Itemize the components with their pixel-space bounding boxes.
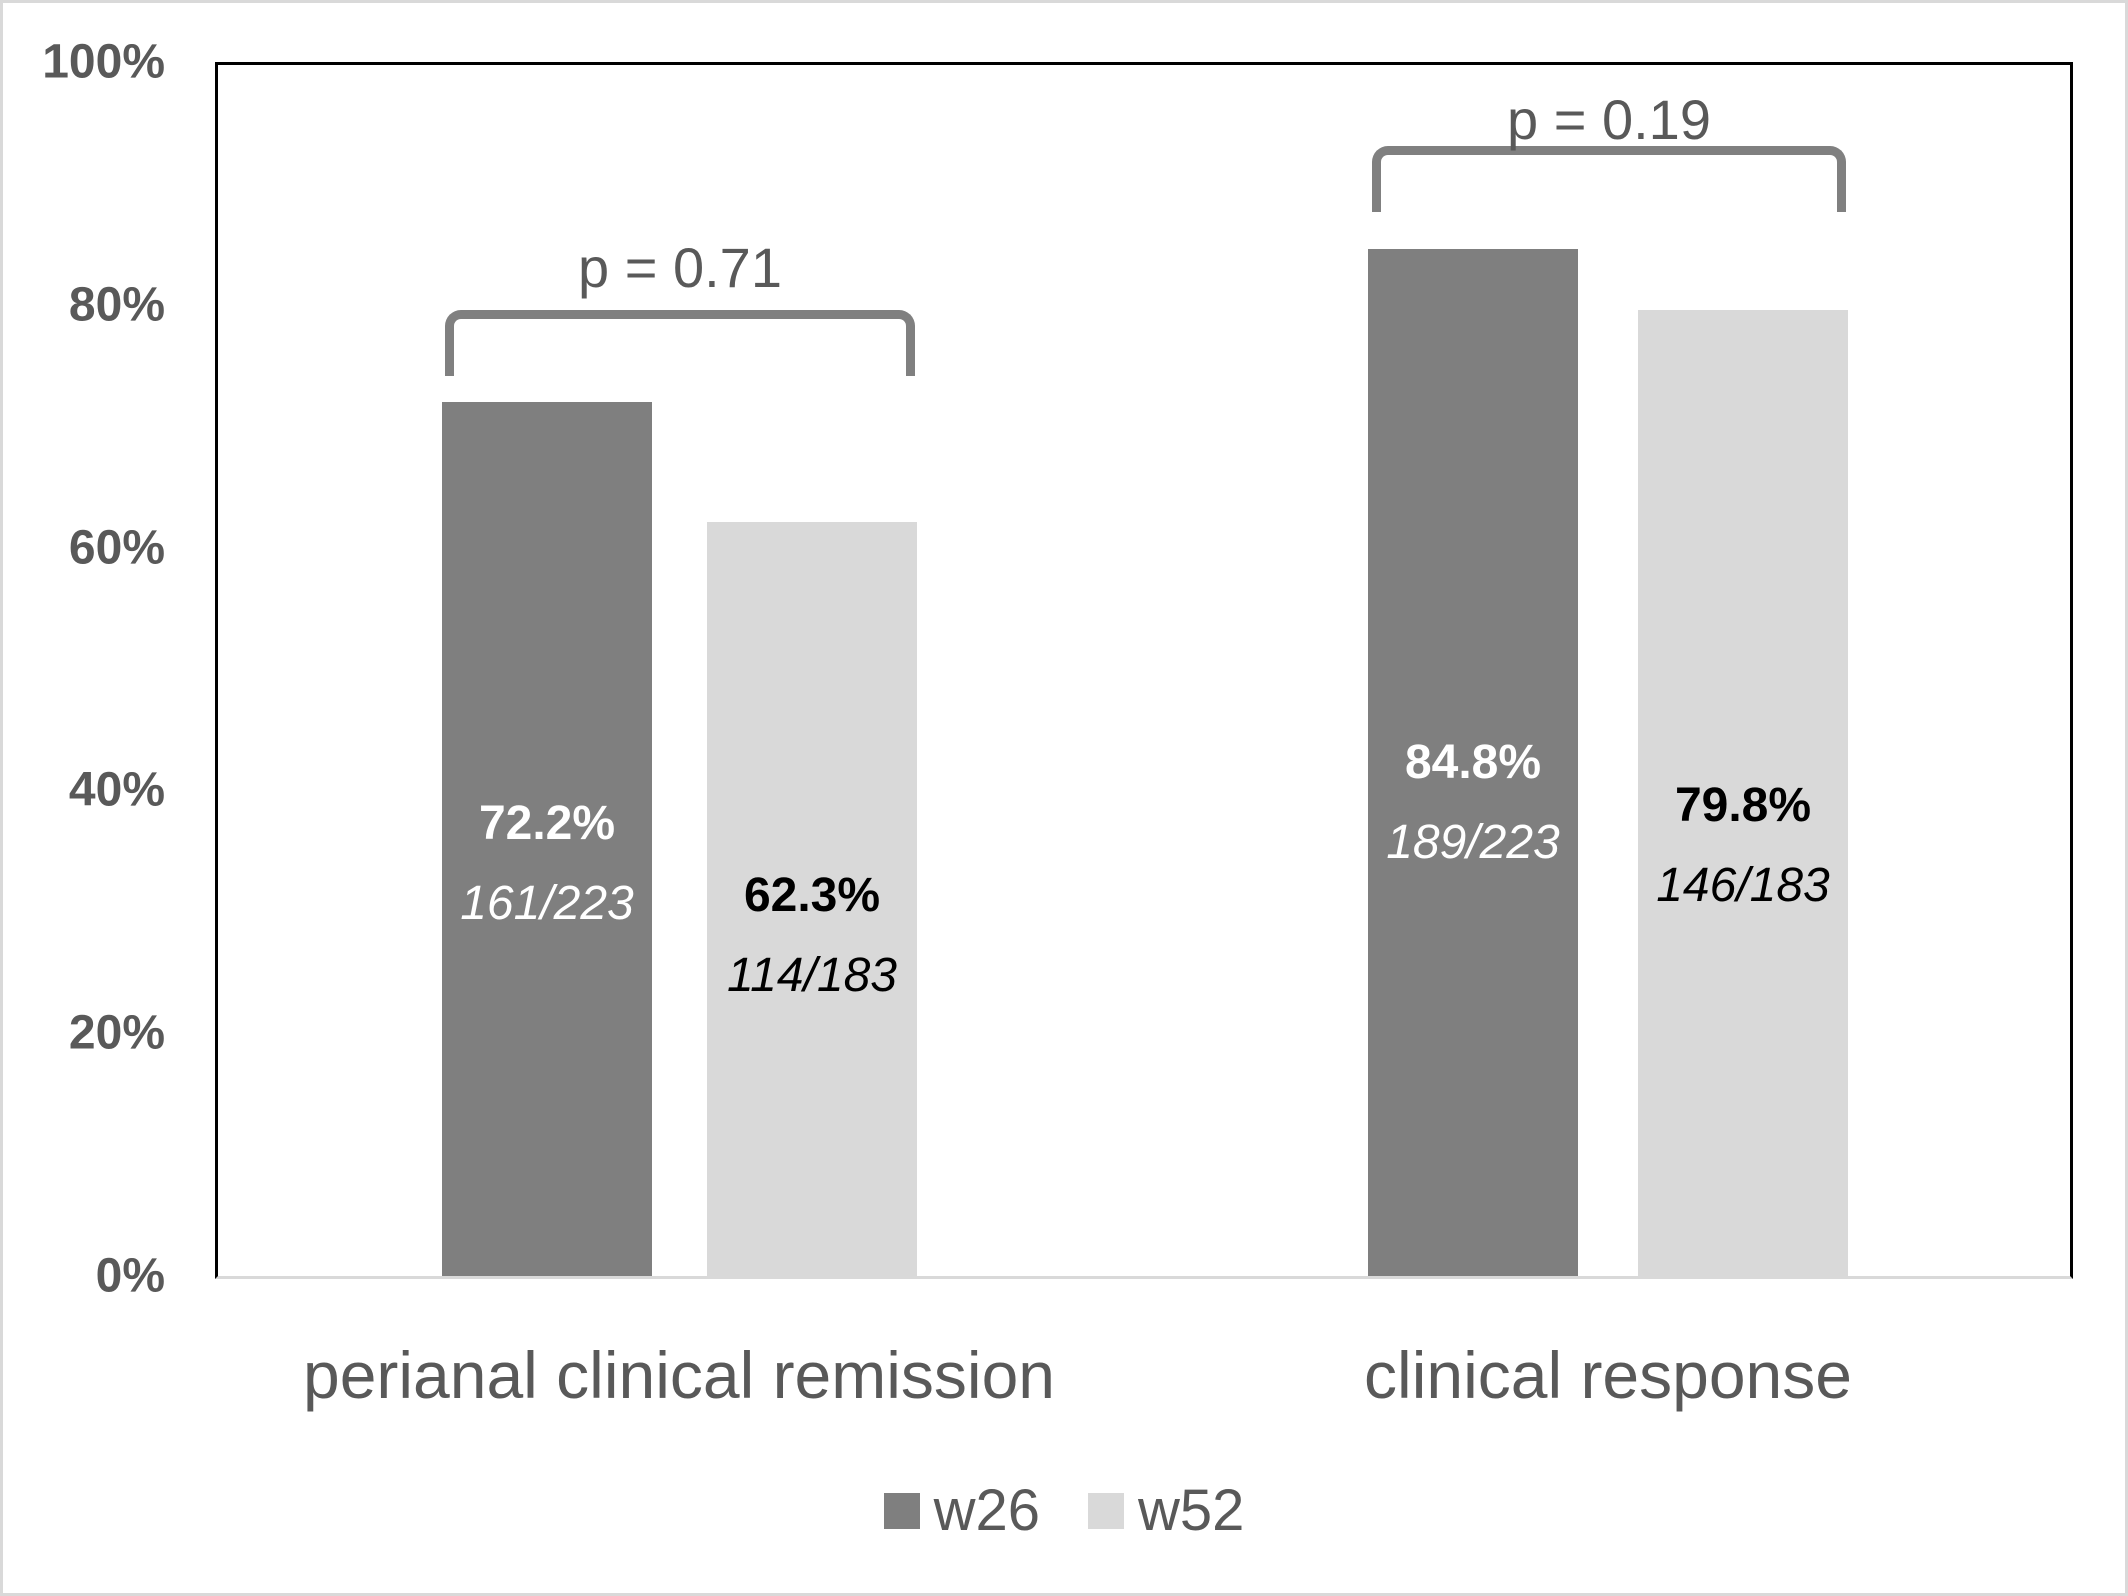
bar-w52-clinical-response: 79.8% 146/183 <box>1638 309 1848 1276</box>
legend-swatch-w52 <box>1088 1493 1124 1529</box>
bar-value-label: 62.3% <box>743 868 881 922</box>
bar-fraction-label: 146/183 <box>1656 858 1830 912</box>
bar-value-label: 72.2% <box>478 796 616 850</box>
bar-value-label: 79.8% <box>1674 778 1812 832</box>
bar-w52-perianal-clinical-remission: 62.3% 114/183 <box>707 521 917 1276</box>
p-value-label: p = 0.19 <box>1507 88 1711 151</box>
bar-label: 79.8% 146/183 <box>1638 766 1848 926</box>
bar-label: 72.2% 161/223 <box>442 784 652 944</box>
significance-bracket <box>1372 146 1846 212</box>
y-axis-tick-label: 100% <box>42 35 165 89</box>
bar-fraction-label: 114/183 <box>727 948 897 1002</box>
bar-w26-clinical-response: 84.8% 189/223 <box>1368 249 1578 1276</box>
significance-bracket <box>445 310 915 376</box>
category-label: perianal clinical remission <box>303 1338 1055 1412</box>
bar-label: 62.3% 114/183 <box>707 856 917 1016</box>
legend: w26 w52 <box>0 1482 2128 1540</box>
legend-label: w26 <box>933 1478 1040 1543</box>
plot-area: 72.2% 161/223 62.3% 114/183 84.8% 189/22… <box>215 62 2073 1279</box>
bar-fraction-label: 189/223 <box>1386 816 1560 870</box>
bar-label: 84.8% 189/223 <box>1368 723 1578 883</box>
legend-item-w26: w26 <box>883 1478 1040 1543</box>
legend-swatch-w26 <box>883 1493 920 1529</box>
bar-w26-perianal-clinical-remission: 72.2% 161/223 <box>442 401 652 1276</box>
bar-fraction-label: 161/223 <box>460 876 634 930</box>
p-value-label: p = 0.71 <box>578 236 782 299</box>
y-axis-tick-label: 80% <box>68 278 165 332</box>
y-axis-tick-label: 20% <box>68 1006 165 1060</box>
y-axis-tick-label: 0% <box>95 1249 165 1303</box>
y-axis-tick-label: 60% <box>68 521 165 575</box>
category-label: clinical response <box>1364 1338 1852 1412</box>
legend-label: w52 <box>1138 1478 1245 1543</box>
y-axis-tick-label: 40% <box>68 763 165 817</box>
bar-value-label: 84.8% <box>1404 736 1542 790</box>
legend-item-w52: w52 <box>1088 1482 1244 1540</box>
